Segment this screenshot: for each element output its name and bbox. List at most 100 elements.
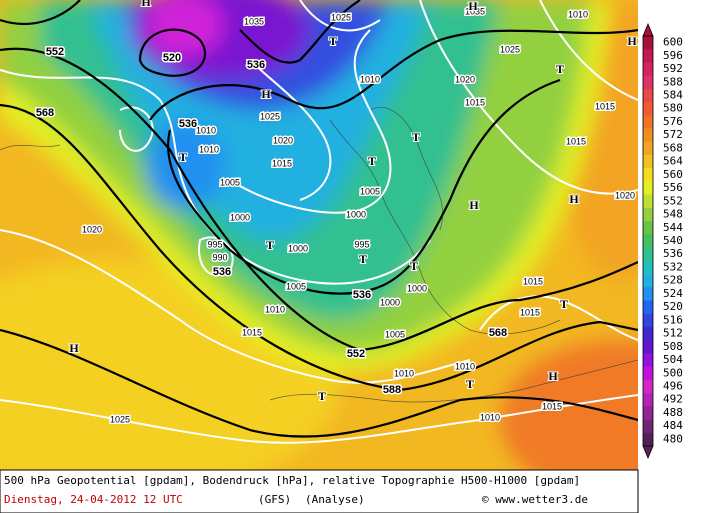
isobar-label: 995	[354, 239, 369, 249]
legend-label: 496	[663, 379, 683, 392]
legend-label: 484	[663, 419, 683, 432]
pressure-center-marker: H	[548, 369, 558, 383]
isobar-label: 1010	[455, 361, 475, 371]
legend-swatch	[643, 353, 653, 367]
isobar-label: 1005	[286, 281, 306, 291]
geopotential-contours	[0, 0, 638, 438]
legend-swatch	[643, 128, 653, 143]
contour-label: 552	[347, 348, 365, 360]
contour-label: 536	[247, 59, 265, 71]
contour-label: 552	[46, 46, 64, 58]
isobar-label: 1025	[331, 12, 351, 22]
legend-label: 544	[663, 221, 683, 234]
isobar-label: 1025	[260, 111, 280, 121]
legend-label: 488	[663, 406, 683, 419]
contour-label: 568	[36, 107, 54, 119]
isobars	[0, 0, 638, 444]
isobar-label: 1005	[385, 329, 405, 339]
legend-frame	[642, 35, 654, 447]
legend-label: 500	[663, 366, 683, 379]
pressure-center-marker: H	[141, 0, 151, 9]
footer-title: 500 hPa Geopotential [gpdam], Bodendruck…	[4, 474, 580, 487]
pressure-center-marker: T	[412, 130, 420, 144]
footer-analysis: (Analyse)	[305, 493, 365, 506]
legend-swatch	[643, 155, 653, 169]
legend-swatch	[643, 406, 653, 420]
isobar-label: 1025	[110, 414, 130, 424]
isobar-label: 1015	[566, 136, 586, 146]
legend-arrow-bottom	[642, 445, 654, 460]
isobar-label: 1020	[273, 135, 293, 145]
legend-label: 480	[663, 432, 683, 445]
pressure-center-marker: T	[359, 252, 367, 266]
legend-swatch	[643, 36, 653, 50]
contour-label: 536	[213, 266, 231, 278]
legend-label: 600	[663, 36, 683, 49]
isobar-label: 1020	[82, 224, 102, 234]
legend-label: 564	[663, 155, 683, 168]
isobar-label: 1010	[199, 144, 219, 154]
legend-label: 556	[663, 181, 683, 194]
legend-label: 592	[663, 62, 683, 75]
contour-label: 536	[353, 289, 371, 301]
pressure-center-marker: T	[329, 34, 337, 48]
pressure-center-marker: H	[468, 0, 478, 13]
legend-swatch	[643, 260, 653, 275]
legend-label: 532	[663, 260, 683, 273]
legend-swatch	[643, 49, 653, 63]
isobar-label: 1000	[380, 297, 400, 307]
pressure-center-marker: T	[466, 377, 474, 391]
pressure-center-marker: H	[627, 34, 637, 48]
pressure-center-marker: T	[560, 297, 568, 311]
legend-label: 516	[663, 313, 683, 326]
pressure-center-marker: T	[368, 154, 376, 168]
legend-swatch	[643, 234, 653, 248]
legend-swatch	[643, 287, 653, 301]
isobar-label: 1035	[244, 16, 264, 26]
isobar-label: 1010	[480, 412, 500, 422]
pressure-center-marker: T	[179, 150, 187, 164]
legend-label: 520	[663, 300, 683, 313]
legend-swatch	[643, 168, 653, 182]
pressure-center-marker: H	[261, 87, 271, 101]
coastlines	[0, 107, 638, 403]
isobar-label: 1000	[346, 209, 366, 219]
legend-label: 560	[663, 168, 683, 181]
isobar-label: 1000	[407, 283, 427, 293]
footer-model: (GFS)	[258, 493, 291, 506]
isobar-label: 1015	[595, 101, 615, 111]
isobar-label: 1010	[360, 74, 380, 84]
pressure-center-marker: T	[318, 389, 326, 403]
isobar-label: 1015	[520, 307, 540, 317]
footer-date: Dienstag, 24-04-2012 12 UTC	[4, 493, 183, 506]
map: 552 568 520 536 536 536 536 552 568 588 1035 1025 10…	[0, 0, 638, 470]
isobar-label: 1010	[196, 125, 216, 135]
pressure-center-marker: H	[69, 341, 79, 355]
legend-label: 552	[663, 194, 683, 207]
legend-swatch	[643, 379, 653, 394]
isobar-label: 1015	[272, 158, 292, 168]
legend-swatch	[643, 419, 653, 434]
legend-swatch	[643, 75, 653, 90]
legend-swatch	[643, 340, 653, 354]
legend-label: 576	[663, 115, 683, 128]
legend-label: 584	[663, 89, 683, 102]
legend-swatch	[643, 194, 653, 209]
pressure-center-marker: H	[569, 192, 579, 206]
contour-label: 520	[163, 52, 181, 64]
legend-arrow-top	[642, 22, 654, 37]
legend-label: 504	[663, 353, 683, 366]
legend-swatch	[643, 313, 653, 328]
legend-label: 512	[663, 327, 683, 340]
isobar-label: 990	[212, 252, 227, 262]
legend-label: 596	[663, 49, 683, 62]
legend-swatch	[643, 366, 653, 381]
legend-label: 492	[663, 393, 683, 406]
isobar-label: 1005	[220, 177, 240, 187]
legend-swatch	[643, 62, 653, 76]
legend-label: 540	[663, 234, 683, 247]
isobar-label: 1035	[465, 6, 485, 16]
isobar-label: 1020	[455, 74, 475, 84]
